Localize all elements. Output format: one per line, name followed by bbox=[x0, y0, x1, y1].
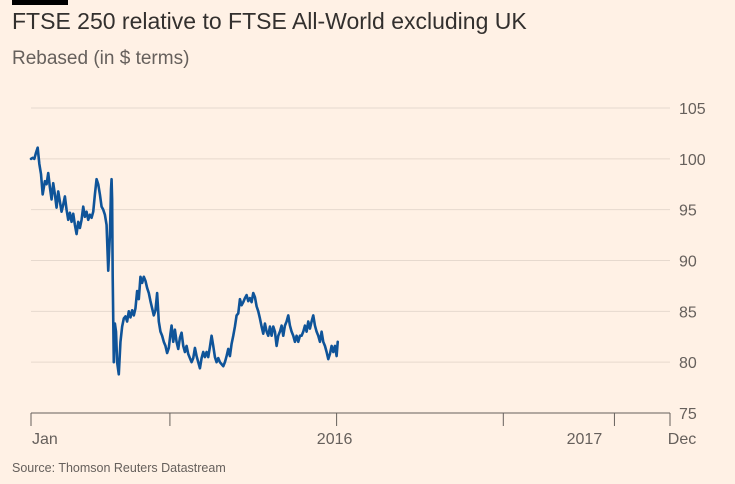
x-tick-label-2016: 2016 bbox=[317, 431, 353, 448]
y-tick-label-75: 75 bbox=[679, 406, 697, 423]
series-line-0 bbox=[29, 146, 340, 376]
chart-subtitle: Rebased (in $ terms) bbox=[12, 48, 190, 69]
y-tick-label-105: 105 bbox=[679, 101, 706, 118]
brand-bar bbox=[12, 0, 68, 5]
chart-title: FTSE 250 relative to FTSE All-World excl… bbox=[12, 8, 527, 34]
y-tick-label-85: 85 bbox=[679, 304, 697, 321]
y-tick-label-80: 80 bbox=[679, 355, 697, 372]
gridlines bbox=[31, 107, 670, 363]
y-tick-label-100: 100 bbox=[679, 152, 706, 169]
x-tick-label-jan: Jan bbox=[32, 431, 58, 448]
source-note: Source: Thomson Reuters Datastream bbox=[12, 461, 226, 475]
y-tick-label-95: 95 bbox=[679, 203, 697, 220]
x-tick-label-dec: Dec bbox=[668, 431, 696, 448]
series-group bbox=[29, 146, 340, 376]
y-tick-label-90: 90 bbox=[679, 254, 697, 271]
y-axis: 75 80 85 90 95 100 105 bbox=[679, 101, 706, 423]
x-tick-label-2017: 2017 bbox=[567, 431, 603, 448]
x-axis: Jan 2016 2017 Dec bbox=[30, 412, 696, 448]
